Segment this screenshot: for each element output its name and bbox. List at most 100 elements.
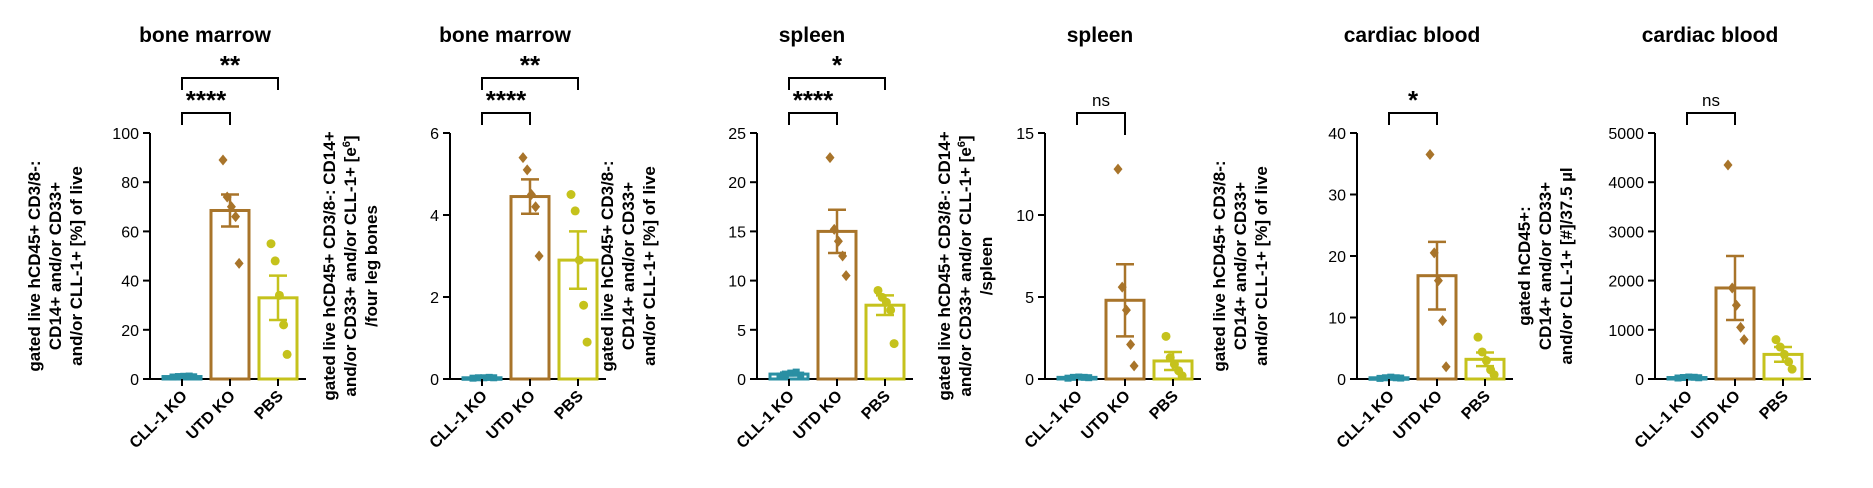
data-point [833, 235, 843, 247]
category-label: CLL-1 KO [127, 388, 191, 452]
data-point [1477, 347, 1487, 357]
significance-bracket [481, 77, 579, 90]
data-point [1690, 373, 1698, 381]
y-tick-label: 0 [130, 372, 139, 389]
data-point [490, 374, 498, 382]
panel-title: bone marrow [439, 24, 572, 47]
data-point [1161, 331, 1171, 341]
y-axis-label-line: CD14+ and/or CD33+ [1231, 182, 1250, 350]
data-point [792, 368, 800, 376]
y-tick-label: 40 [1328, 126, 1346, 143]
data-point [1731, 299, 1741, 311]
data-point [829, 223, 839, 235]
y-axis-label: gated live hCD45+ CD3/8-: CD14+ and/or CD… [935, 131, 996, 400]
data-point [1481, 356, 1491, 366]
data-point [1080, 373, 1088, 381]
data-point [485, 373, 493, 381]
y-tick-label: 15 [728, 224, 746, 241]
data-point [169, 373, 177, 381]
data-point [480, 374, 488, 382]
data-point [776, 372, 784, 380]
data-point [1787, 364, 1797, 374]
data-point [582, 337, 592, 347]
y-axis-label-line: and/or CLL-1+ [#]/37.5 µl [1557, 167, 1576, 364]
y-label-superscript: 6 [956, 141, 968, 147]
category-label: PBS [1147, 388, 1183, 424]
significance-bracket [1686, 112, 1736, 125]
y-tick-label: 100 [112, 126, 139, 143]
bar-utd-ko [509, 195, 551, 381]
data-point [1387, 373, 1395, 381]
y-axis-label-line: gated live hCD45+ CD3/8-: CD14+ [935, 131, 954, 400]
data-point [1674, 374, 1682, 382]
data-point [1441, 361, 1451, 373]
y-tick-label: 0 [1337, 372, 1346, 389]
y-tick-label: 80 [121, 175, 139, 192]
significance-bracket [181, 112, 231, 125]
significance-bracket [181, 77, 279, 90]
y-axis-label-line: and/or CD33+ and/or CLL-1+ [e6] [341, 135, 360, 396]
data-point [570, 206, 580, 216]
significance-label: * [1408, 85, 1419, 115]
y-tick-label: 1000 [1608, 323, 1644, 340]
y-axis-label-line: CD14+ and/or CD33+ [1536, 182, 1555, 350]
significance-label: ns [1092, 91, 1110, 110]
y-tick-label: 2 [430, 290, 439, 307]
panel-title: spleen [1067, 24, 1134, 47]
data-point [1381, 374, 1389, 382]
panel-title: bone marrow [139, 24, 272, 47]
chart-panel-4: spleen 0 5 10 15 gated live hCD45+ CD3/8-: CD… [935, 24, 1201, 452]
y-axis-label: gated hCD45+: CD14+ and/or CD33+ and/or CL… [1515, 167, 1576, 364]
panel-title: cardiac blood [1642, 24, 1779, 47]
category-label: PBS [859, 388, 895, 424]
data-point [226, 201, 236, 213]
y-axis-label-line: CD14+ and/or CD33+ [619, 182, 638, 350]
data-point [1784, 357, 1794, 367]
data-point [1779, 349, 1789, 359]
category-label: UTD KO [483, 388, 538, 443]
y-label-text: and/or CD33+ and/or CLL-1+ [e [341, 147, 360, 396]
significance-bracket [788, 112, 838, 125]
y-tick-label: 2000 [1608, 274, 1644, 291]
data-point [1121, 304, 1131, 316]
data-point [574, 255, 584, 265]
y-tick-label: 20 [121, 323, 139, 340]
data-point [566, 190, 576, 199]
y-tick-label: 25 [728, 126, 746, 143]
y-tick-label: 10 [728, 274, 746, 291]
category-label: CLL-1 KO [734, 388, 798, 452]
significance-label: ** [520, 50, 541, 80]
y-axis-label-line: /spleen [977, 237, 996, 296]
data-point [231, 211, 241, 223]
y-tick-label: 60 [121, 224, 139, 241]
data-point [518, 152, 528, 164]
significance-bracket [481, 112, 531, 125]
y-tick-label: 0 [1025, 372, 1034, 389]
category-label: CLL-1 KO [1334, 388, 1398, 452]
data-point [1129, 360, 1139, 372]
data-point [825, 152, 835, 164]
data-point [1736, 321, 1746, 333]
y-axis-label-line: gated live hCD45+ CD3/8-: CD14+ [320, 131, 339, 400]
y-tick-label: 20 [728, 175, 746, 192]
y-tick-label: 0 [1635, 372, 1644, 389]
y-tick-label: 3000 [1608, 224, 1644, 241]
bar-utd-ko [209, 208, 251, 381]
data-point [279, 320, 289, 330]
y-axis-label: gated live hCD45+ CD3/8-: CD14+ and/or CD… [598, 160, 659, 371]
category-label: CLL-1 KO [427, 388, 491, 452]
data-point [841, 270, 851, 282]
data-point [781, 370, 789, 378]
category-label: PBS [252, 388, 288, 424]
category-label: CLL-1 KO [1022, 388, 1086, 452]
data-point [1069, 373, 1077, 381]
data-point [222, 191, 232, 203]
y-axis-label-line: and/or CLL-1+ [%] of live [1252, 166, 1271, 366]
data-point [1064, 374, 1072, 382]
panel-title: spleen [779, 24, 846, 47]
y-axis-label-line: /four leg bones [362, 205, 381, 327]
y-axis-label: gated live hCD45+ CD3/8-: CD14+ and/or CD… [25, 160, 86, 371]
data-point [534, 250, 544, 262]
data-point [1376, 374, 1384, 382]
